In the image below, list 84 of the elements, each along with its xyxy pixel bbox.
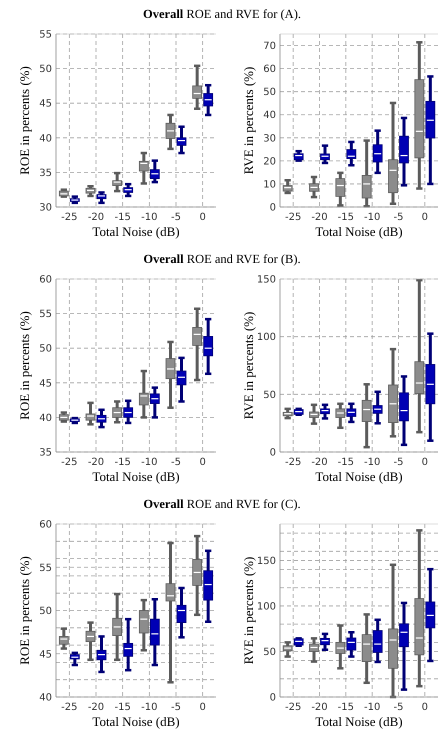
y-tick-label: 0 (270, 692, 276, 704)
y-axis-title: ROE in percents (%) (17, 556, 32, 665)
x-tick-label: -10 (141, 702, 158, 713)
y-tick-label: 30 (263, 133, 276, 144)
y-tick-label: 60 (39, 520, 52, 530)
x-tick-label: 0 (199, 702, 206, 713)
x-tick-label: -25 (284, 212, 302, 223)
x-tick-label: -10 (141, 457, 158, 468)
y-tick-label: 60 (39, 274, 52, 286)
x-tick-label: -5 (394, 457, 404, 468)
y-tick-label: 50 (39, 344, 52, 355)
y-axis-title: ROE in percents (%) (17, 311, 32, 420)
x-tick-label: -10 (364, 212, 380, 223)
x-tick-label: -20 (88, 457, 104, 468)
y-tick-label: 100 (256, 332, 276, 344)
y-tick-label: 70 (263, 41, 276, 52)
y-tick-label: 30 (39, 202, 52, 214)
chart-title: Overall ROE and RVE for (B). (143, 252, 301, 266)
x-tick-label: -5 (394, 212, 404, 223)
x-tick-label: -25 (61, 702, 78, 713)
y-tick-label: 35 (39, 168, 52, 179)
y-tick-label: 40 (263, 110, 276, 122)
y-tick-label: 50 (263, 390, 276, 401)
x-tick-label: 0 (199, 212, 206, 223)
y-tick-label: 55 (39, 30, 52, 40)
x-tick-label: -15 (114, 702, 131, 713)
x-tick-label: -20 (311, 212, 328, 223)
y-axis-title: ROE in percents (%) (17, 66, 32, 175)
x-tick-label: -5 (394, 702, 404, 713)
x-tick-label: -5 (171, 702, 181, 713)
y-tick-label: 35 (39, 448, 52, 458)
y-tick-label: 45 (39, 98, 52, 110)
x-tick-label: -15 (114, 212, 131, 223)
x-tick-label: -15 (338, 457, 354, 468)
x-tick-label: -5 (171, 212, 181, 223)
x-tick-label: -25 (284, 457, 302, 468)
y-tick-label: 40 (39, 692, 52, 704)
x-tick-label: -25 (61, 457, 78, 468)
y-tick-label: 100 (256, 601, 276, 612)
x-tick-label: -15 (338, 212, 354, 223)
y-tick-label: 50 (39, 606, 52, 617)
y-tick-label: 55 (39, 309, 52, 320)
x-tick-label: -15 (338, 702, 354, 713)
x-tick-label: -10 (364, 457, 380, 468)
x-axis-title: Total Noise (dB) (92, 224, 180, 239)
x-tick-label: -20 (311, 702, 328, 713)
y-tick-label: 55 (39, 562, 52, 574)
x-tick-label: -20 (88, 702, 104, 713)
x-tick-label: -20 (88, 212, 104, 223)
x-tick-label: -10 (141, 212, 158, 223)
x-tick-label: -25 (61, 212, 78, 223)
y-tick-label: 40 (39, 133, 52, 144)
x-axis-title: Total Noise (dB) (92, 469, 180, 484)
y-tick-label: 10 (263, 179, 276, 190)
x-axis-title: Total Noise (dB) (315, 469, 403, 484)
x-tick-label: -20 (311, 457, 328, 468)
y-tick-label: 150 (256, 556, 276, 567)
chart-title: Overall ROE and RVE for (A). (143, 7, 301, 21)
y-tick-label: 45 (39, 649, 52, 660)
y-axis-title: RVE in percents (%) (241, 312, 256, 420)
chart-title: Overall ROE and RVE for (C). (143, 497, 301, 511)
x-tick-label: -25 (284, 702, 302, 713)
x-tick-label: 0 (422, 702, 428, 713)
y-tick-label: 50 (39, 64, 52, 76)
y-tick-label: 0 (270, 202, 276, 214)
y-tick-label: 40 (39, 412, 52, 424)
y-tick-label: 50 (263, 87, 276, 98)
y-tick-label: 0 (270, 448, 276, 458)
y-tick-label: 50 (263, 646, 276, 658)
x-tick-label: 0 (422, 457, 428, 468)
y-tick-label: 20 (263, 156, 276, 168)
y-tick-label: 45 (39, 378, 52, 390)
x-tick-label: 0 (422, 212, 428, 223)
y-tick-label: 60 (263, 64, 276, 76)
x-tick-label: -15 (114, 457, 131, 468)
y-tick-label: 150 (256, 274, 276, 286)
x-axis-title: Total Noise (dB) (92, 714, 180, 729)
x-tick-label: -5 (171, 457, 181, 468)
x-tick-label: 0 (199, 457, 206, 468)
x-tick-label: -10 (364, 702, 380, 713)
x-axis-title: Total Noise (dB) (315, 714, 403, 729)
x-axis-title: Total Noise (dB) (315, 224, 403, 239)
y-axis-title: RVE in percents (%) (241, 556, 256, 664)
y-axis-title: RVE in percents (%) (241, 66, 256, 174)
